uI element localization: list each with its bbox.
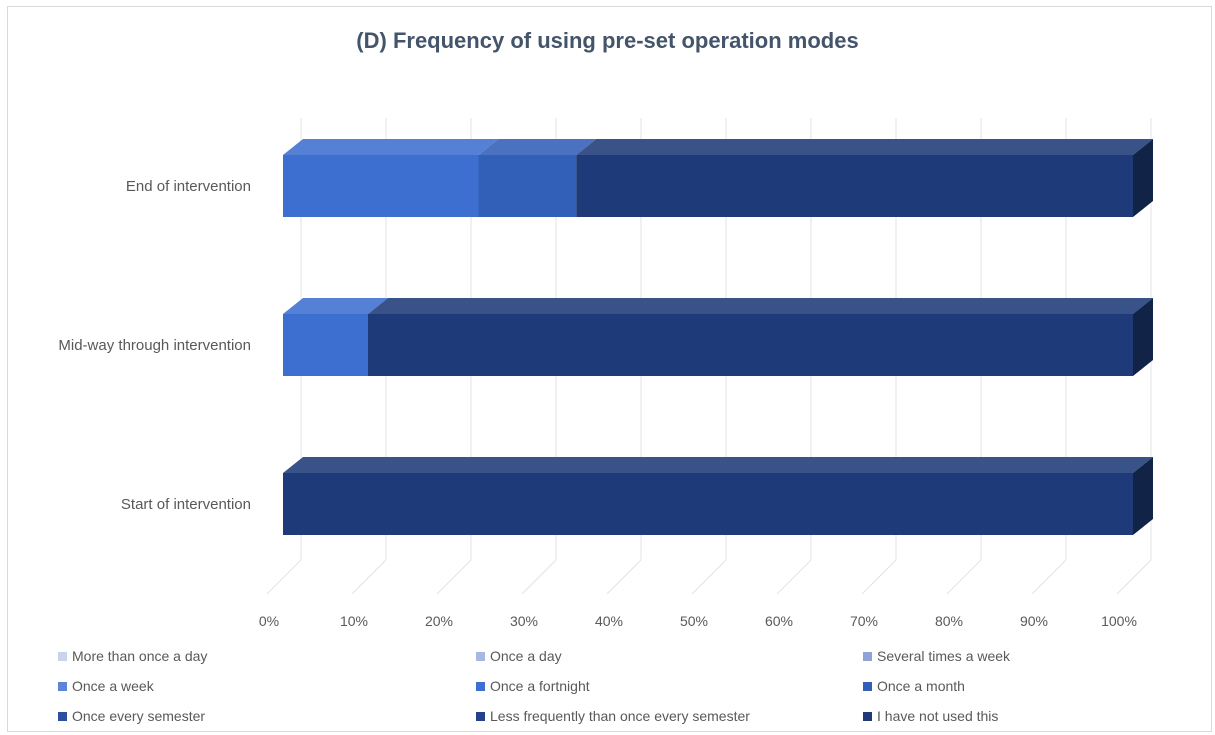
legend-item: Once a week xyxy=(58,678,154,694)
bar-side xyxy=(1133,457,1153,535)
legend-label: Once a day xyxy=(490,648,562,664)
y-category-label: Start of intervention xyxy=(121,496,251,513)
legend-swatch xyxy=(476,651,485,661)
legend-label: Several times a week xyxy=(877,648,1011,664)
x-tick-label: 40% xyxy=(595,613,623,629)
chart-legend: More than once a day Once a day Several ti… xyxy=(58,648,1208,732)
legend-label: Less frequently than once every semester xyxy=(490,708,750,724)
x-tick-label: 0% xyxy=(259,613,279,629)
bar-segment xyxy=(576,155,1133,217)
x-tick-label: 10% xyxy=(340,613,368,629)
legend-item: Once a month xyxy=(863,678,965,694)
legend-item: More than once a day xyxy=(58,648,207,664)
bar-side xyxy=(1133,139,1153,217)
bar-top xyxy=(283,139,499,155)
gridline-floor xyxy=(861,559,897,595)
legend-swatch xyxy=(58,711,67,721)
legend-item: Once every semester xyxy=(58,708,205,724)
bar-segment xyxy=(283,314,368,376)
legend-swatch xyxy=(863,651,872,661)
bar-top xyxy=(368,298,1153,314)
bar-segment xyxy=(368,314,1133,376)
gridline-floor xyxy=(606,559,642,595)
bar-segment xyxy=(283,155,479,217)
legend-swatch xyxy=(863,711,872,721)
legend-item: Less frequently than once every semester xyxy=(476,708,750,724)
gridline-floor xyxy=(1116,559,1152,595)
legend-label: More than once a day xyxy=(72,648,208,664)
bar-segment xyxy=(283,473,1133,535)
x-tick-label: 50% xyxy=(680,613,708,629)
legend-swatch xyxy=(863,681,872,691)
legend-label: Once a fortnight xyxy=(490,678,590,694)
legend-label: Once a month xyxy=(877,678,965,694)
x-tick-label: 90% xyxy=(1020,613,1048,629)
y-category-label: Mid-way through intervention xyxy=(58,337,251,354)
bar-top xyxy=(478,139,597,155)
x-tick-label: 70% xyxy=(850,613,878,629)
bar-side xyxy=(1133,298,1153,376)
bar-top xyxy=(576,139,1153,155)
x-tick-label: 100% xyxy=(1101,613,1137,629)
legend-label: Once every semester xyxy=(72,708,206,724)
legend-item: Once a fortnight xyxy=(476,678,590,694)
legend-label: I have not used this xyxy=(877,708,999,724)
bar-segment xyxy=(478,155,577,217)
gridline-floor xyxy=(1031,559,1067,595)
legend-swatch xyxy=(58,651,67,661)
legend-item: Once a day xyxy=(476,648,562,664)
x-tick-label: 20% xyxy=(425,613,453,629)
bar-top xyxy=(283,457,1153,473)
gridline-floor xyxy=(691,559,727,595)
legend-item: I have not used this xyxy=(863,708,998,724)
gridline-floor xyxy=(776,559,812,595)
y-category-label: End of intervention xyxy=(126,178,251,195)
bar-top xyxy=(283,298,388,314)
legend-label: Once a week xyxy=(72,678,154,694)
legend-swatch xyxy=(476,711,485,721)
x-tick-label: 30% xyxy=(510,613,538,629)
gridline-floor xyxy=(266,559,302,595)
chart-title: (D) Frequency of using pre-set operation… xyxy=(356,28,859,53)
gridline-floor xyxy=(521,559,557,595)
gridline-floor xyxy=(946,559,982,595)
x-tick-label: 80% xyxy=(935,613,963,629)
gridline-floor xyxy=(351,559,387,595)
legend-swatch xyxy=(476,681,485,691)
gridline-floor xyxy=(436,559,472,595)
x-tick-label: 60% xyxy=(765,613,793,629)
legend-swatch xyxy=(58,681,67,691)
legend-item: Several times a week xyxy=(863,648,1010,664)
